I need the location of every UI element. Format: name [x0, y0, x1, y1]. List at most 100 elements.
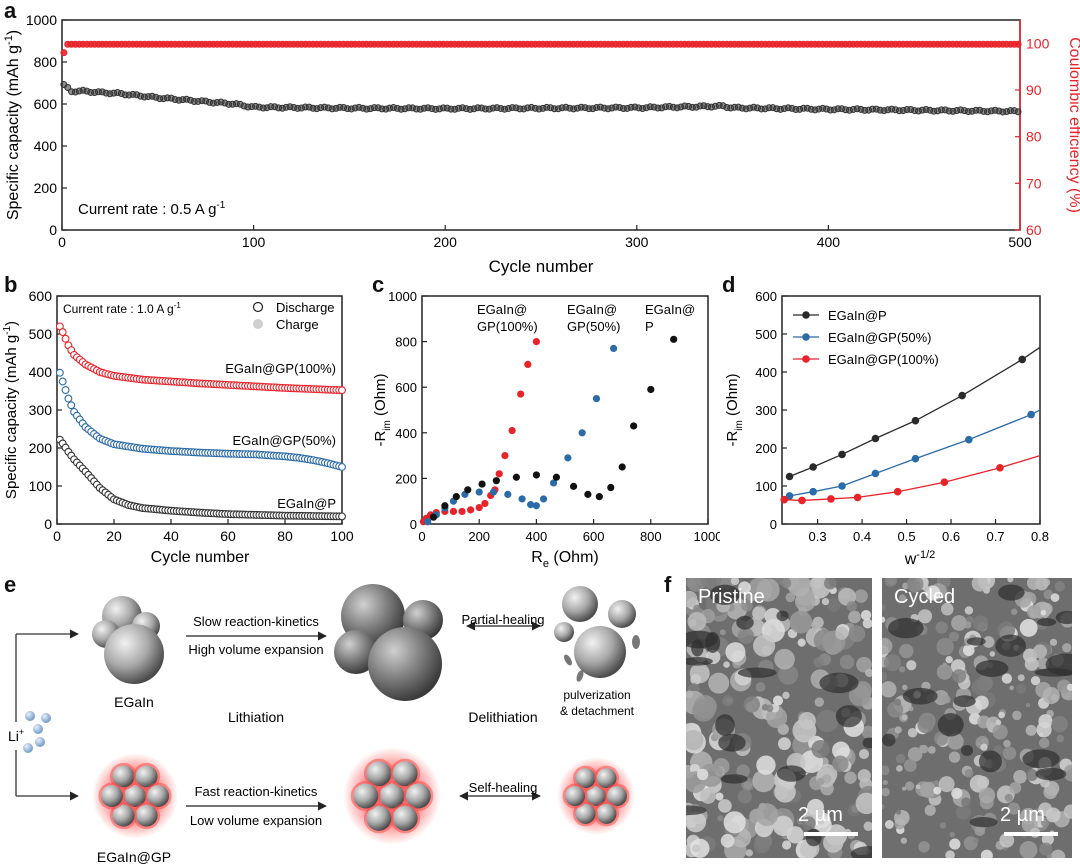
chart-a-y2-tick-label: 70: [1026, 175, 1042, 191]
chart-a-x-tick-label: 100: [242, 234, 266, 250]
chart-c-point: [441, 502, 449, 510]
sem-particle: [999, 832, 1015, 848]
sem-particle: [998, 711, 1005, 719]
chart-c-point: [595, 493, 603, 501]
chart-b-x-tick-label: 80: [277, 528, 293, 544]
chart-b-y-tick-label: 500: [29, 326, 53, 342]
sem-particle: [945, 850, 955, 858]
sem-particle: [887, 701, 904, 718]
sem-pore: [888, 617, 924, 639]
sem-particle: [1013, 769, 1027, 784]
chart-c-point: [607, 483, 615, 492]
sem-pore: [862, 737, 872, 749]
sem-particle: [774, 781, 796, 803]
sem-particle: [737, 627, 755, 644]
series-label-b-100: EGaIn@GP(100%): [225, 361, 336, 376]
egaingp-label: EGaIn@GP: [97, 849, 171, 865]
chart-b-point: [61, 334, 70, 343]
chart-a-y-tick-label: 600: [34, 96, 58, 112]
sem-particle: [925, 585, 941, 601]
sem-particle: [708, 672, 730, 694]
sem-particle: [738, 581, 751, 594]
chart-d-x-tick-label: 0.3: [809, 529, 827, 544]
sem-pore: [960, 745, 974, 756]
sem-particle: [924, 804, 936, 816]
sem-particle: [719, 629, 726, 636]
chart-a-x-tick-label: 300: [625, 234, 649, 250]
partial-healed-cluster: [554, 586, 640, 682]
series-label-c-50-l1: EGaIn@: [567, 302, 617, 317]
sem-particle: [927, 746, 936, 754]
sem-particle: [774, 648, 795, 670]
series-label-b-50: EGaIn@GP(50%): [232, 433, 336, 448]
sem-particle: [700, 578, 722, 590]
chart-b-x-tick-label: 40: [163, 528, 179, 544]
chart-d-y-tick-label: 600: [755, 289, 777, 304]
sem-particle: [882, 681, 897, 698]
chart-c-point: [452, 493, 460, 501]
sem-particle: [814, 697, 825, 707]
sem-particle: [687, 612, 707, 631]
panel-label-b: b: [4, 272, 18, 297]
gp-particle: [575, 803, 596, 824]
sem-particle: [882, 616, 886, 623]
chart-c-point: [532, 502, 540, 510]
chart-d-point: [785, 472, 794, 481]
chart-a-y2-tick-label: 60: [1026, 222, 1042, 238]
sem-particle: [839, 654, 855, 670]
chart-d-point: [940, 478, 949, 486]
sem-particle: [752, 606, 766, 621]
sem-particle: [832, 741, 850, 760]
lithiation-label: Lithiation: [228, 709, 284, 725]
chart-c-xlabel: Re (Ohm): [531, 549, 598, 570]
sem-particle: [949, 631, 959, 642]
sem-particle: [725, 642, 746, 663]
series-label-c-100-l1: EGaIn@: [477, 302, 527, 317]
sem-particle: [915, 784, 921, 790]
sem-particle: [789, 610, 813, 634]
sem-particle: [894, 698, 902, 706]
sem-particle: [945, 656, 953, 664]
sem-particle: [778, 737, 791, 751]
sem-pore: [975, 659, 1009, 677]
chart-c-y-tick-label: 200: [395, 471, 417, 486]
sem-particle: [1015, 683, 1027, 694]
sem-pore: [691, 639, 704, 657]
chart-b-annotation: Current rate : 1.0 A g-1: [63, 301, 181, 316]
legend-charge-marker: [253, 319, 263, 329]
series-label-c-50-l2: GP(50%): [567, 319, 620, 334]
sem-pore: [882, 733, 896, 747]
sem-particle: [1045, 807, 1061, 823]
sem-particle: [854, 589, 868, 603]
chart-b-point: [338, 512, 346, 521]
chart-c-point: [518, 495, 526, 503]
sem-particle: [1032, 644, 1048, 659]
chart-c-point: [478, 480, 486, 488]
chart-a-y-tick-label: 400: [34, 138, 58, 154]
chart-d-series-2: [780, 454, 1041, 505]
sem-particle: [782, 691, 790, 700]
sem-particle: [1050, 593, 1060, 602]
chart-c-point: [504, 490, 512, 498]
sem-particle: [900, 837, 908, 844]
gp-particle: [100, 785, 123, 807]
sem-particle: [741, 599, 753, 612]
top-arrow1-line1: Slow reaction-kinetics: [193, 614, 319, 629]
sem-pore: [709, 584, 740, 605]
sem-particle: [906, 660, 917, 671]
sem-particle: [884, 578, 898, 587]
gp-particle: [565, 786, 585, 806]
chart-d-point: [911, 416, 920, 425]
chart-c-point: [501, 452, 509, 460]
sem-particle: [882, 765, 890, 776]
expanded-particle-cluster: [334, 584, 443, 701]
sem-particle: [810, 621, 819, 629]
legend-label: EGaIn@GP(50%): [828, 330, 932, 345]
li-ions-icon: [23, 711, 51, 753]
sem-pore: [705, 631, 721, 653]
sem-cycled-label: Cycled: [894, 586, 956, 608]
sem-particle: [1051, 715, 1068, 733]
sem-particle: [882, 637, 893, 655]
sem-particle: [1041, 578, 1051, 587]
chart-c-point: [508, 426, 516, 435]
